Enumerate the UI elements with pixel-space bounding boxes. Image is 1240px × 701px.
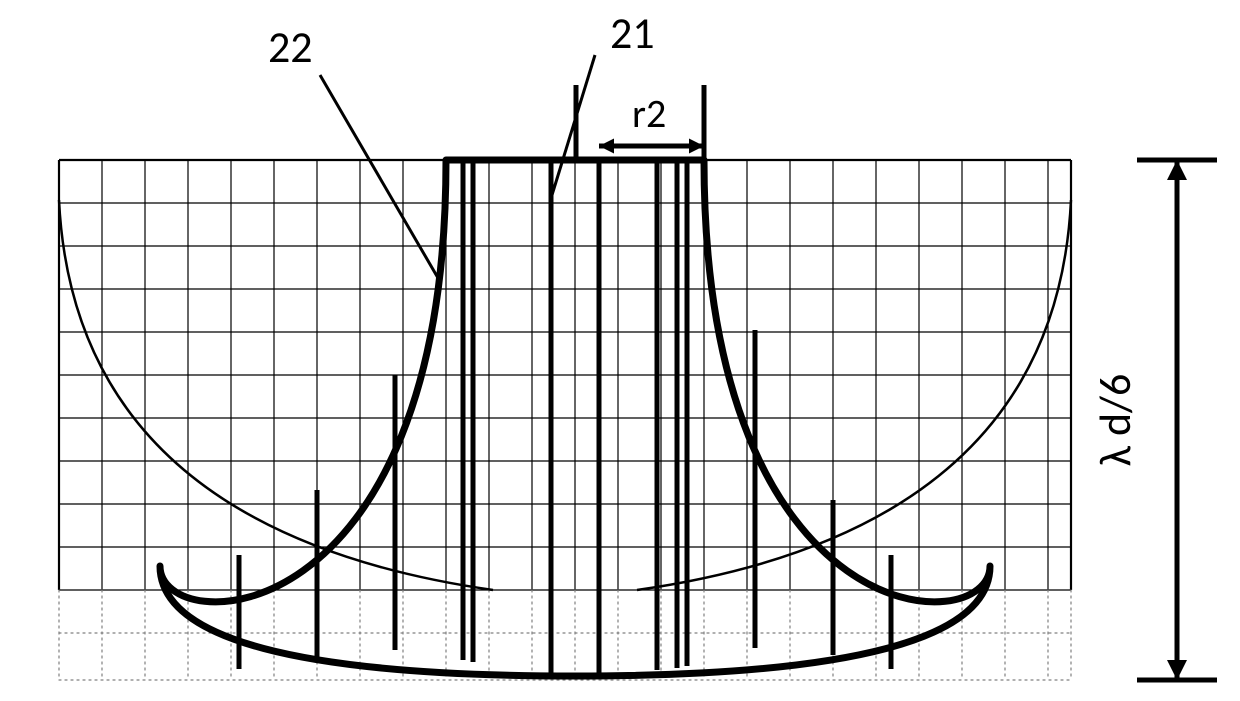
callout-label-22: 22: [268, 20, 313, 74]
callout-label-21: 21: [610, 6, 655, 60]
leader-line-22: [320, 75, 438, 278]
height-label: λ d/6: [1088, 374, 1142, 467]
r2-label: r2: [632, 89, 666, 138]
